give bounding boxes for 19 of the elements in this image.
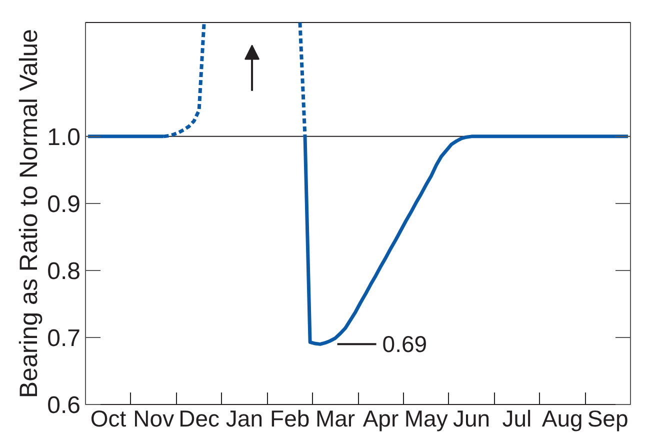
y-axis-title: Bearing as Ratio to Normal Value: [15, 28, 44, 398]
y-tick-label: 1.0: [47, 124, 81, 151]
x-tick-label: Nov: [133, 406, 175, 432]
x-tick-label: Jul: [502, 406, 532, 432]
x-tick-label: Sep: [587, 406, 628, 432]
x-tick-label: Jun: [453, 406, 490, 432]
y-tick-label: 0.6: [47, 392, 81, 419]
x-tick-label: May: [404, 406, 448, 432]
x-tick-label: Feb: [270, 406, 310, 432]
y-tick-label: 0.9: [47, 190, 81, 218]
x-tick-label: Mar: [315, 406, 356, 432]
x-tick-label: Dec: [178, 406, 220, 432]
y-tick-label: 0.7: [47, 324, 81, 352]
x-tick-label: Jan: [226, 406, 264, 432]
annotation: 0.69: [382, 331, 428, 358]
y-tick-label: 0.8: [47, 258, 81, 285]
x-tick-label: Aug: [542, 406, 583, 432]
x-tick-label: Oct: [90, 406, 127, 432]
x-tick-label: Apr: [362, 406, 399, 432]
